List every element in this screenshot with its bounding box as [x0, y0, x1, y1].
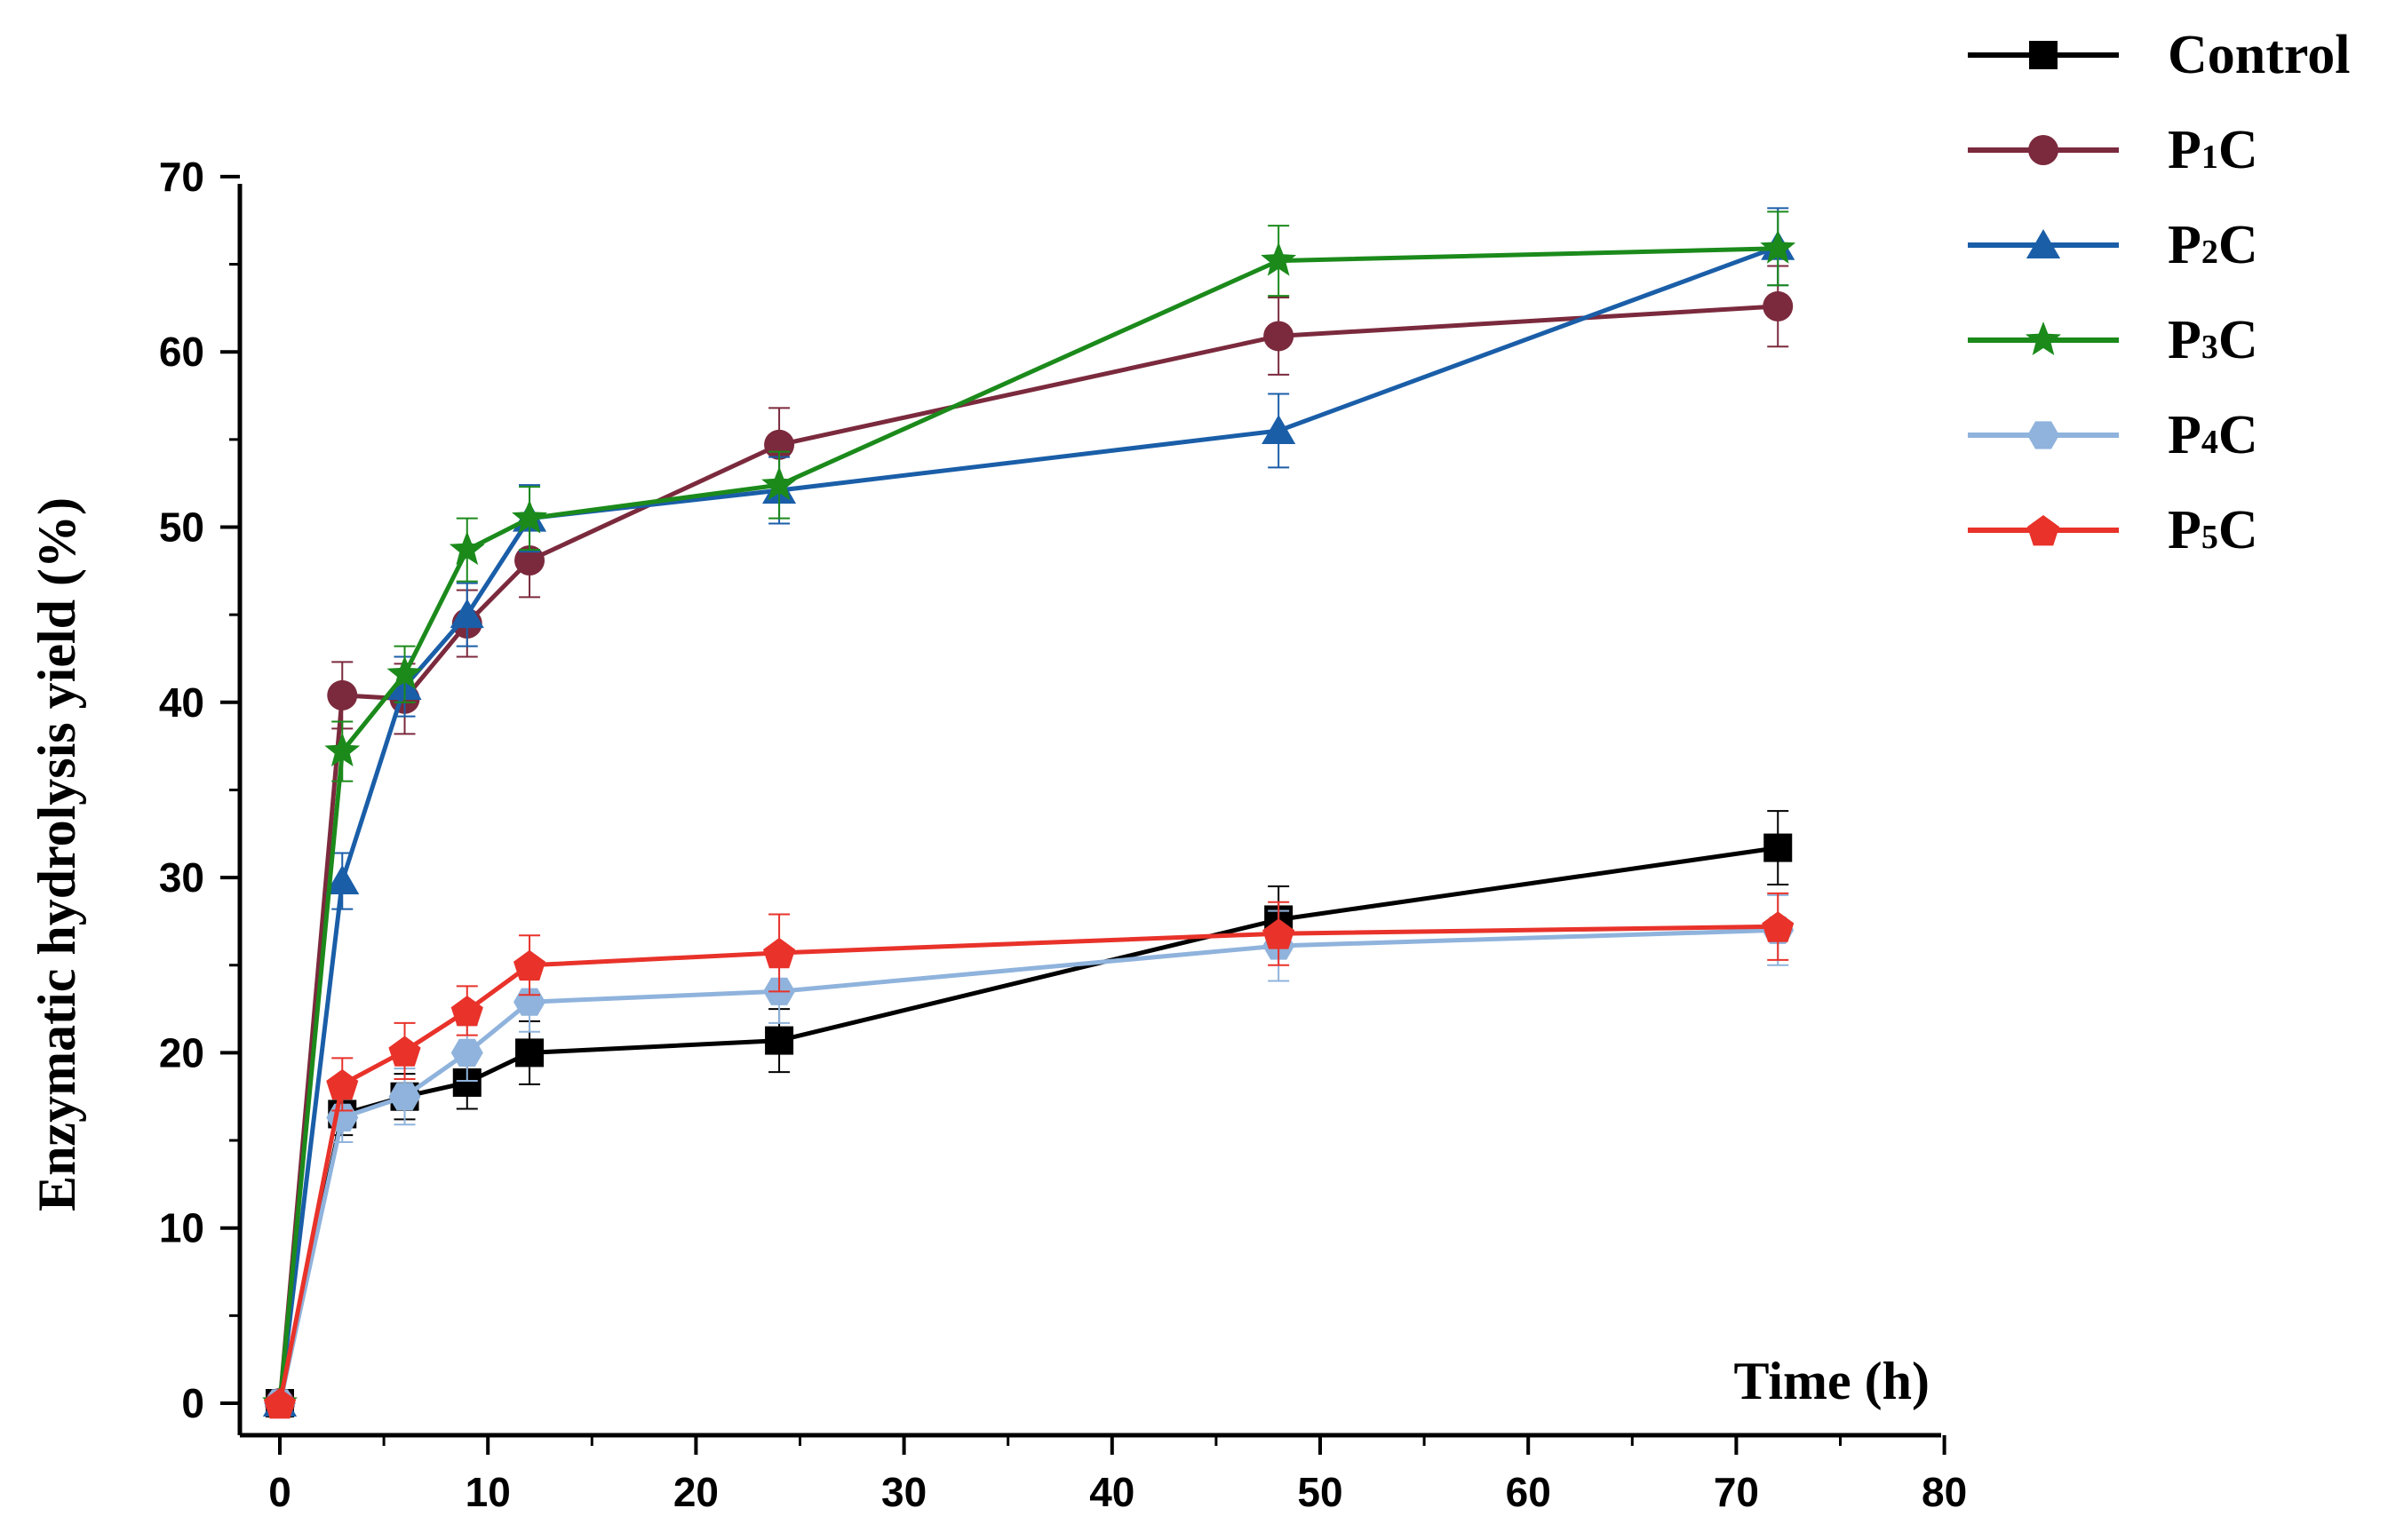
legend-subscript: 4 — [2201, 424, 2218, 461]
legend-marker — [2026, 515, 2060, 546]
x-tick-label: 10 — [466, 1469, 511, 1515]
x-tick-label: 20 — [673, 1469, 719, 1515]
y-axis-title: Enzymatic hydrolysis yield (%) — [28, 497, 86, 1211]
data-point-p4c — [388, 1083, 421, 1111]
data-point-p5c — [326, 1068, 359, 1100]
data-point-p2c — [1262, 415, 1296, 444]
data-point-p5c — [388, 1036, 421, 1067]
data-point-control — [515, 1038, 545, 1068]
series-p4c — [264, 893, 1795, 1417]
legend-label-p2c: P2C — [2168, 215, 2258, 275]
series-line-p4c — [277, 927, 1779, 1404]
legend-marker — [2026, 321, 2061, 355]
x-tick-label: 0 — [268, 1469, 291, 1515]
legend-item-p5c: P5C — [1968, 500, 2258, 560]
x-tick-label: 50 — [1297, 1469, 1342, 1515]
legend-marker — [2026, 229, 2061, 258]
legend-marker — [2028, 135, 2058, 165]
legend-label-p3c: P3C — [2168, 310, 2258, 370]
data-point-p1c — [1263, 321, 1294, 352]
data-point-p3c — [449, 531, 485, 566]
legend-label-p5c: P5C — [2168, 500, 2258, 560]
legend-item-p1c: P1C — [1968, 120, 2258, 180]
data-point-p1c — [1763, 290, 1794, 321]
series-control — [266, 810, 1793, 1417]
legend-label-p4c: P4C — [2168, 405, 2258, 465]
x-tick-label: 40 — [1089, 1469, 1134, 1515]
series-p3c — [262, 210, 1796, 1418]
data-point-p5c — [1762, 911, 1795, 942]
series-layer — [262, 207, 1796, 1419]
y-tick-label: 0 — [181, 1380, 204, 1426]
data-point-control — [1763, 833, 1793, 862]
x-axis-title: Time (h) — [1733, 1352, 1930, 1410]
legend-label-p1c: P1C — [2168, 120, 2258, 180]
legend-subscript: 5 — [2201, 519, 2218, 556]
data-point-p1c — [514, 544, 545, 576]
legend-subscript: 1 — [2201, 139, 2218, 176]
legend-item-p3c: P3C — [1968, 310, 2258, 370]
data-point-p3c — [512, 499, 547, 534]
series-line-p2c — [277, 244, 1779, 1404]
data-point-p5c — [263, 1388, 297, 1419]
legend-item-p4c: P4C — [1968, 405, 2258, 465]
data-point-p5c — [450, 996, 483, 1027]
data-point-p5c — [1262, 918, 1295, 949]
y-tick-label: 50 — [159, 504, 204, 551]
legend: Control P1C P2C P3C P4C P5C — [1968, 25, 2351, 560]
legend-subscript: 3 — [2201, 329, 2218, 366]
legend-item-p2c: P2C — [1968, 215, 2258, 275]
legend-marker — [2027, 421, 2059, 449]
legend-item-control: Control — [1968, 25, 2351, 85]
y-tick-label: 70 — [159, 154, 204, 200]
data-point-p2c — [325, 865, 360, 894]
data-point-p1c — [327, 679, 358, 710]
data-point-p3c — [1261, 242, 1297, 276]
y-tick-label: 60 — [159, 329, 204, 375]
series-line-p1c — [277, 304, 1779, 1404]
x-tick-label: 30 — [881, 1469, 927, 1515]
data-point-p3c — [386, 655, 423, 690]
x-tick-label: 80 — [1922, 1469, 1967, 1515]
data-point-p5c — [513, 949, 546, 981]
y-tick-label: 30 — [159, 854, 204, 901]
data-point-control — [765, 1026, 794, 1055]
series-p1c — [265, 265, 1794, 1418]
axes: 0 10 20 30 40 50 60 70 80 0 10 20 30 40 50 60 70 — [159, 154, 1967, 1515]
legend-marker — [2029, 41, 2058, 69]
data-point-p2c — [450, 599, 484, 629]
y-tick-label: 40 — [159, 679, 204, 726]
data-point-p3c — [761, 466, 798, 501]
legend-label-control: Control — [2168, 25, 2351, 85]
data-point-p3c — [324, 733, 361, 766]
y-tick-label: 20 — [159, 1029, 204, 1076]
series-line-p5c — [277, 924, 1779, 1404]
series-p5c — [263, 892, 1795, 1419]
series-line-p3c — [277, 246, 1779, 1404]
legend-subscript: 2 — [2201, 234, 2218, 271]
x-tick-label: 70 — [1714, 1469, 1759, 1515]
x-tick-label: 60 — [1506, 1469, 1551, 1515]
data-point-p3c — [1760, 229, 1796, 264]
data-point-p5c — [763, 937, 796, 969]
y-tick-label: 10 — [159, 1205, 204, 1251]
data-point-p4c — [450, 1038, 483, 1067]
